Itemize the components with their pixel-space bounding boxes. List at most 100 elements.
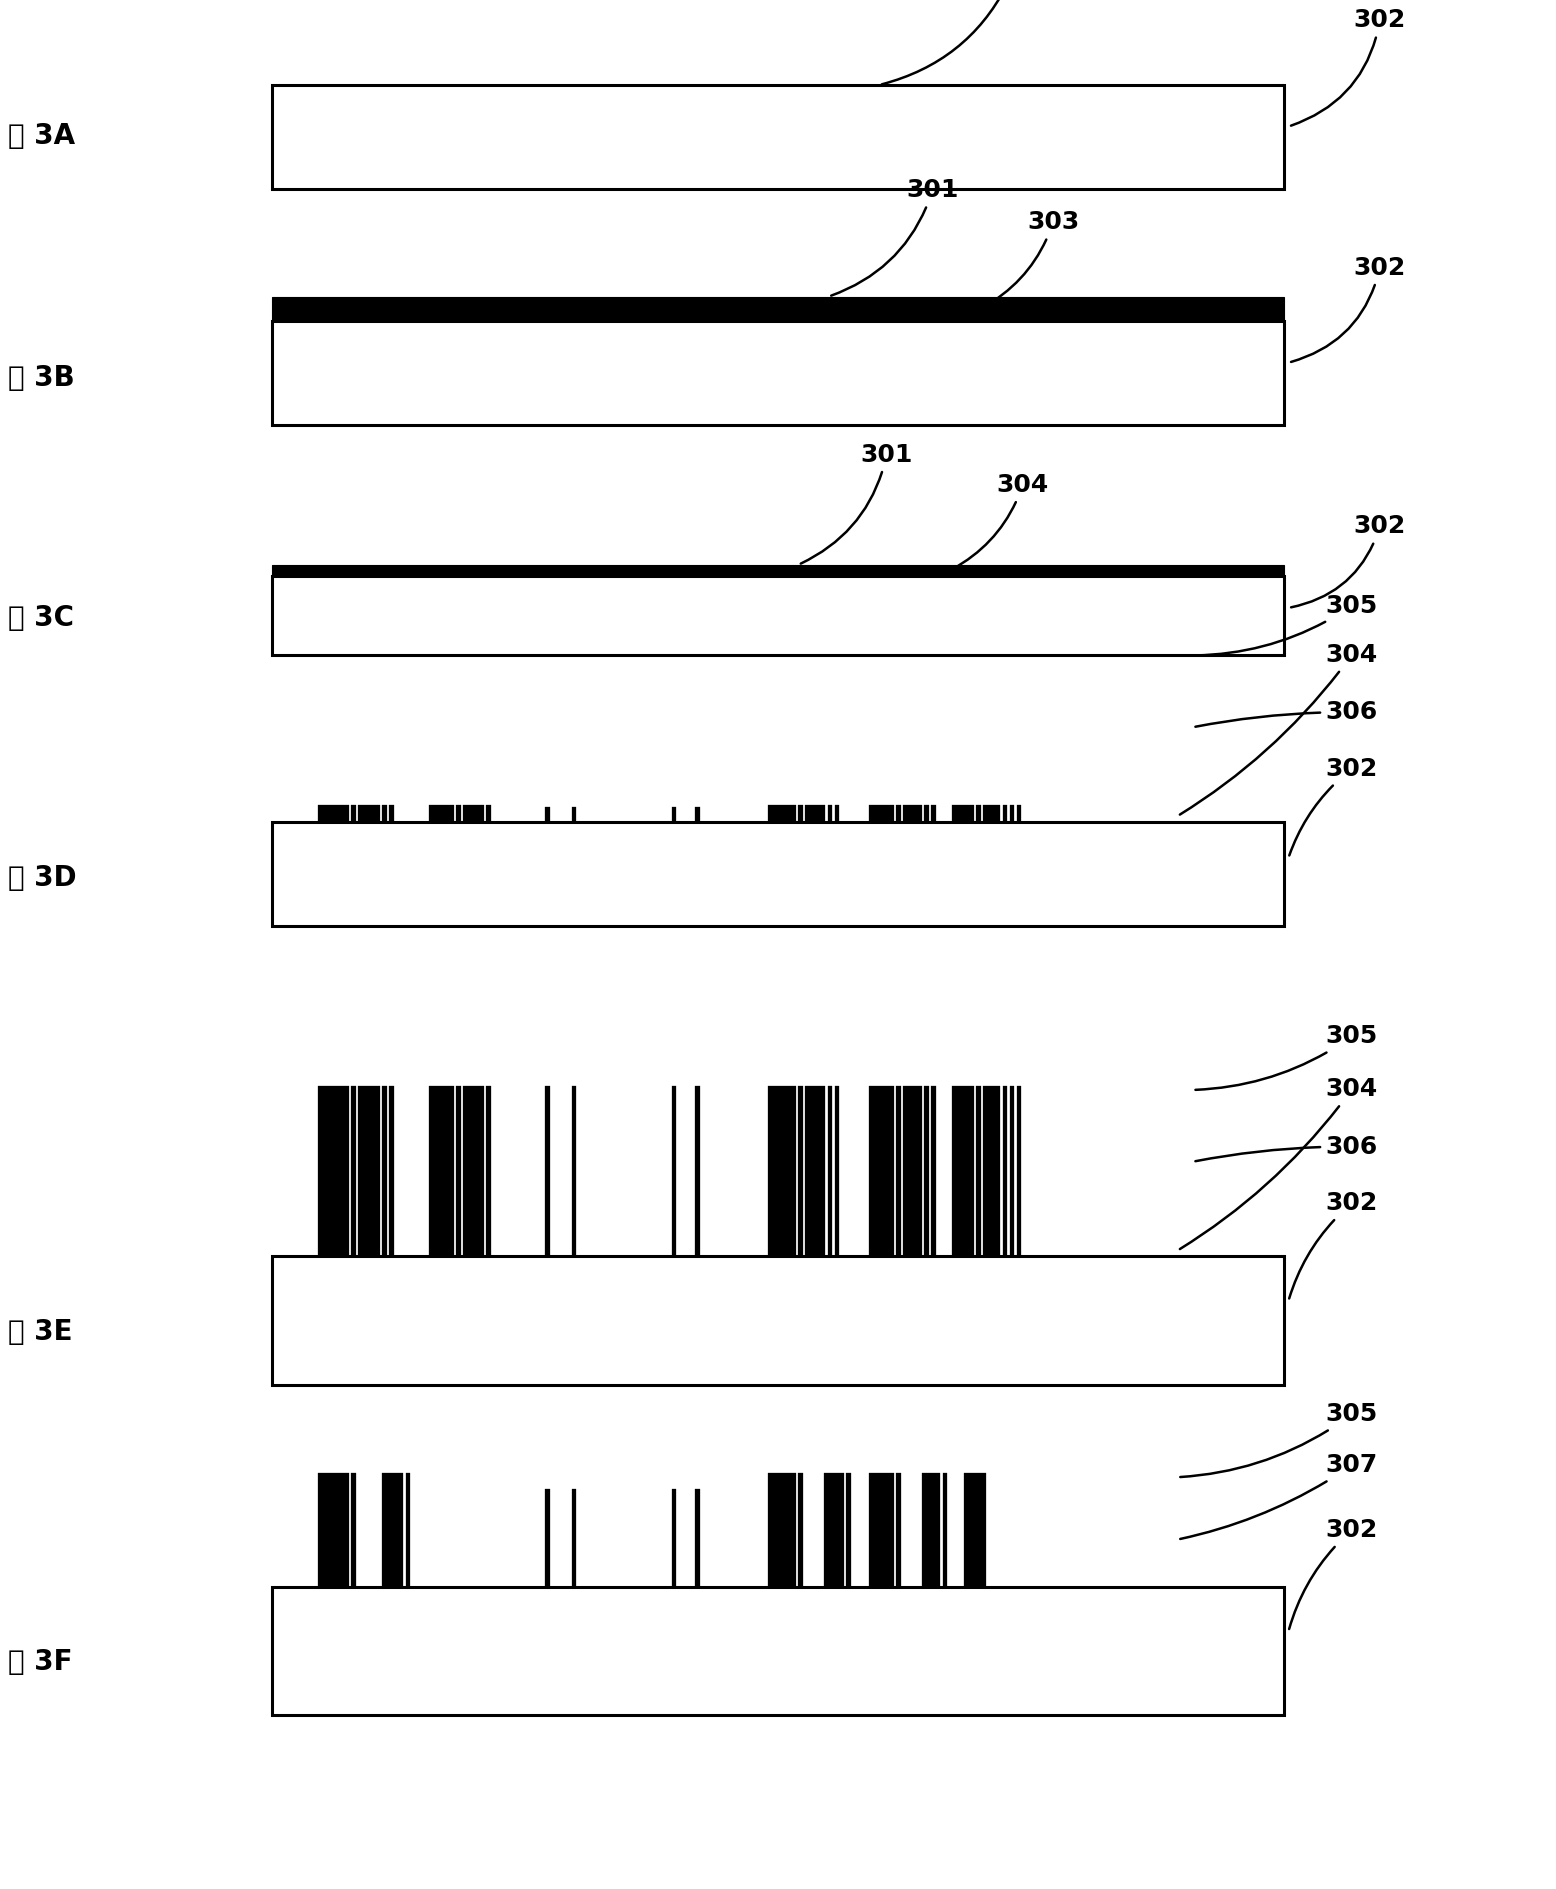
- Bar: [352, 1086, 356, 1256]
- Bar: [672, 1086, 677, 1256]
- Bar: [696, 1086, 700, 1256]
- Bar: [429, 1086, 454, 1256]
- Bar: [930, 1086, 935, 1256]
- Bar: [834, 805, 839, 822]
- Text: 305: 305: [1181, 1402, 1379, 1477]
- Bar: [272, 822, 1284, 926]
- Bar: [823, 1473, 843, 1587]
- Bar: [767, 1086, 795, 1256]
- Bar: [924, 1086, 929, 1256]
- Bar: [352, 805, 356, 822]
- Bar: [1002, 805, 1007, 822]
- Text: 图 3D: 图 3D: [8, 865, 76, 892]
- Text: 302: 302: [1291, 255, 1407, 363]
- Bar: [983, 805, 1001, 822]
- Bar: [456, 1086, 461, 1256]
- Bar: [383, 1086, 387, 1256]
- Bar: [672, 807, 677, 822]
- Bar: [834, 1086, 839, 1256]
- Bar: [976, 1086, 980, 1256]
- Bar: [1016, 1086, 1021, 1256]
- Bar: [902, 1086, 921, 1256]
- Bar: [804, 1086, 825, 1256]
- Text: 图 3B: 图 3B: [8, 365, 75, 391]
- Text: 307: 307: [1179, 1453, 1379, 1540]
- Bar: [464, 805, 484, 822]
- Bar: [983, 1086, 1001, 1256]
- Bar: [571, 807, 576, 822]
- Text: 图 3F: 图 3F: [8, 1649, 72, 1676]
- Bar: [896, 1473, 901, 1587]
- Bar: [798, 1473, 803, 1587]
- Text: 304: 304: [952, 472, 1049, 569]
- Text: 302: 302: [1288, 1519, 1379, 1628]
- Bar: [485, 1086, 490, 1256]
- Text: 301: 301: [831, 178, 958, 297]
- Bar: [358, 805, 380, 822]
- Bar: [272, 297, 1284, 321]
- Bar: [696, 1489, 700, 1587]
- Bar: [1016, 805, 1021, 822]
- Bar: [952, 805, 974, 822]
- Bar: [381, 1473, 403, 1587]
- Bar: [485, 805, 490, 822]
- Bar: [896, 805, 901, 822]
- Bar: [545, 807, 551, 822]
- Bar: [696, 807, 700, 822]
- Bar: [571, 1489, 576, 1587]
- Text: 305: 305: [1195, 593, 1379, 655]
- Bar: [930, 805, 935, 822]
- Bar: [317, 1473, 349, 1587]
- Text: 302: 302: [1290, 1192, 1379, 1298]
- Bar: [545, 1086, 551, 1256]
- Text: 303: 303: [983, 210, 1080, 308]
- Bar: [389, 805, 394, 822]
- Bar: [767, 1473, 795, 1587]
- Bar: [924, 805, 929, 822]
- Bar: [804, 805, 825, 822]
- Bar: [272, 1587, 1284, 1715]
- Bar: [767, 805, 795, 822]
- Bar: [429, 805, 454, 822]
- Bar: [1010, 1086, 1015, 1256]
- Text: 302: 302: [1290, 757, 1379, 856]
- Bar: [921, 1473, 940, 1587]
- Bar: [868, 1086, 893, 1256]
- Bar: [1002, 1086, 1007, 1256]
- Bar: [571, 1086, 576, 1256]
- Bar: [352, 1473, 356, 1587]
- Text: 图 3A: 图 3A: [8, 123, 75, 149]
- Text: 图 3E: 图 3E: [8, 1319, 72, 1345]
- Text: 301: 301: [882, 0, 1041, 85]
- Text: 304: 304: [1179, 1077, 1379, 1249]
- Bar: [828, 1086, 832, 1256]
- Text: 302: 302: [1291, 514, 1407, 608]
- Text: 306: 306: [1195, 1135, 1379, 1162]
- Bar: [902, 805, 921, 822]
- Bar: [317, 1086, 349, 1256]
- Bar: [1010, 805, 1015, 822]
- Bar: [896, 1086, 901, 1256]
- Bar: [846, 1473, 851, 1587]
- Bar: [965, 1473, 987, 1587]
- Bar: [272, 576, 1284, 655]
- Bar: [272, 321, 1284, 425]
- Text: 304: 304: [1179, 642, 1379, 814]
- Bar: [358, 1086, 380, 1256]
- Bar: [976, 805, 980, 822]
- Bar: [383, 805, 387, 822]
- Bar: [943, 1473, 948, 1587]
- Bar: [456, 805, 461, 822]
- Bar: [868, 1473, 893, 1587]
- Bar: [798, 805, 803, 822]
- Text: 302: 302: [1291, 8, 1407, 127]
- Bar: [464, 1086, 484, 1256]
- Bar: [952, 1086, 974, 1256]
- Bar: [868, 805, 893, 822]
- Bar: [545, 1489, 551, 1587]
- Bar: [828, 805, 832, 822]
- Text: 305: 305: [1195, 1024, 1379, 1090]
- Bar: [317, 805, 349, 822]
- Text: 图 3C: 图 3C: [8, 604, 73, 631]
- Bar: [272, 1256, 1284, 1385]
